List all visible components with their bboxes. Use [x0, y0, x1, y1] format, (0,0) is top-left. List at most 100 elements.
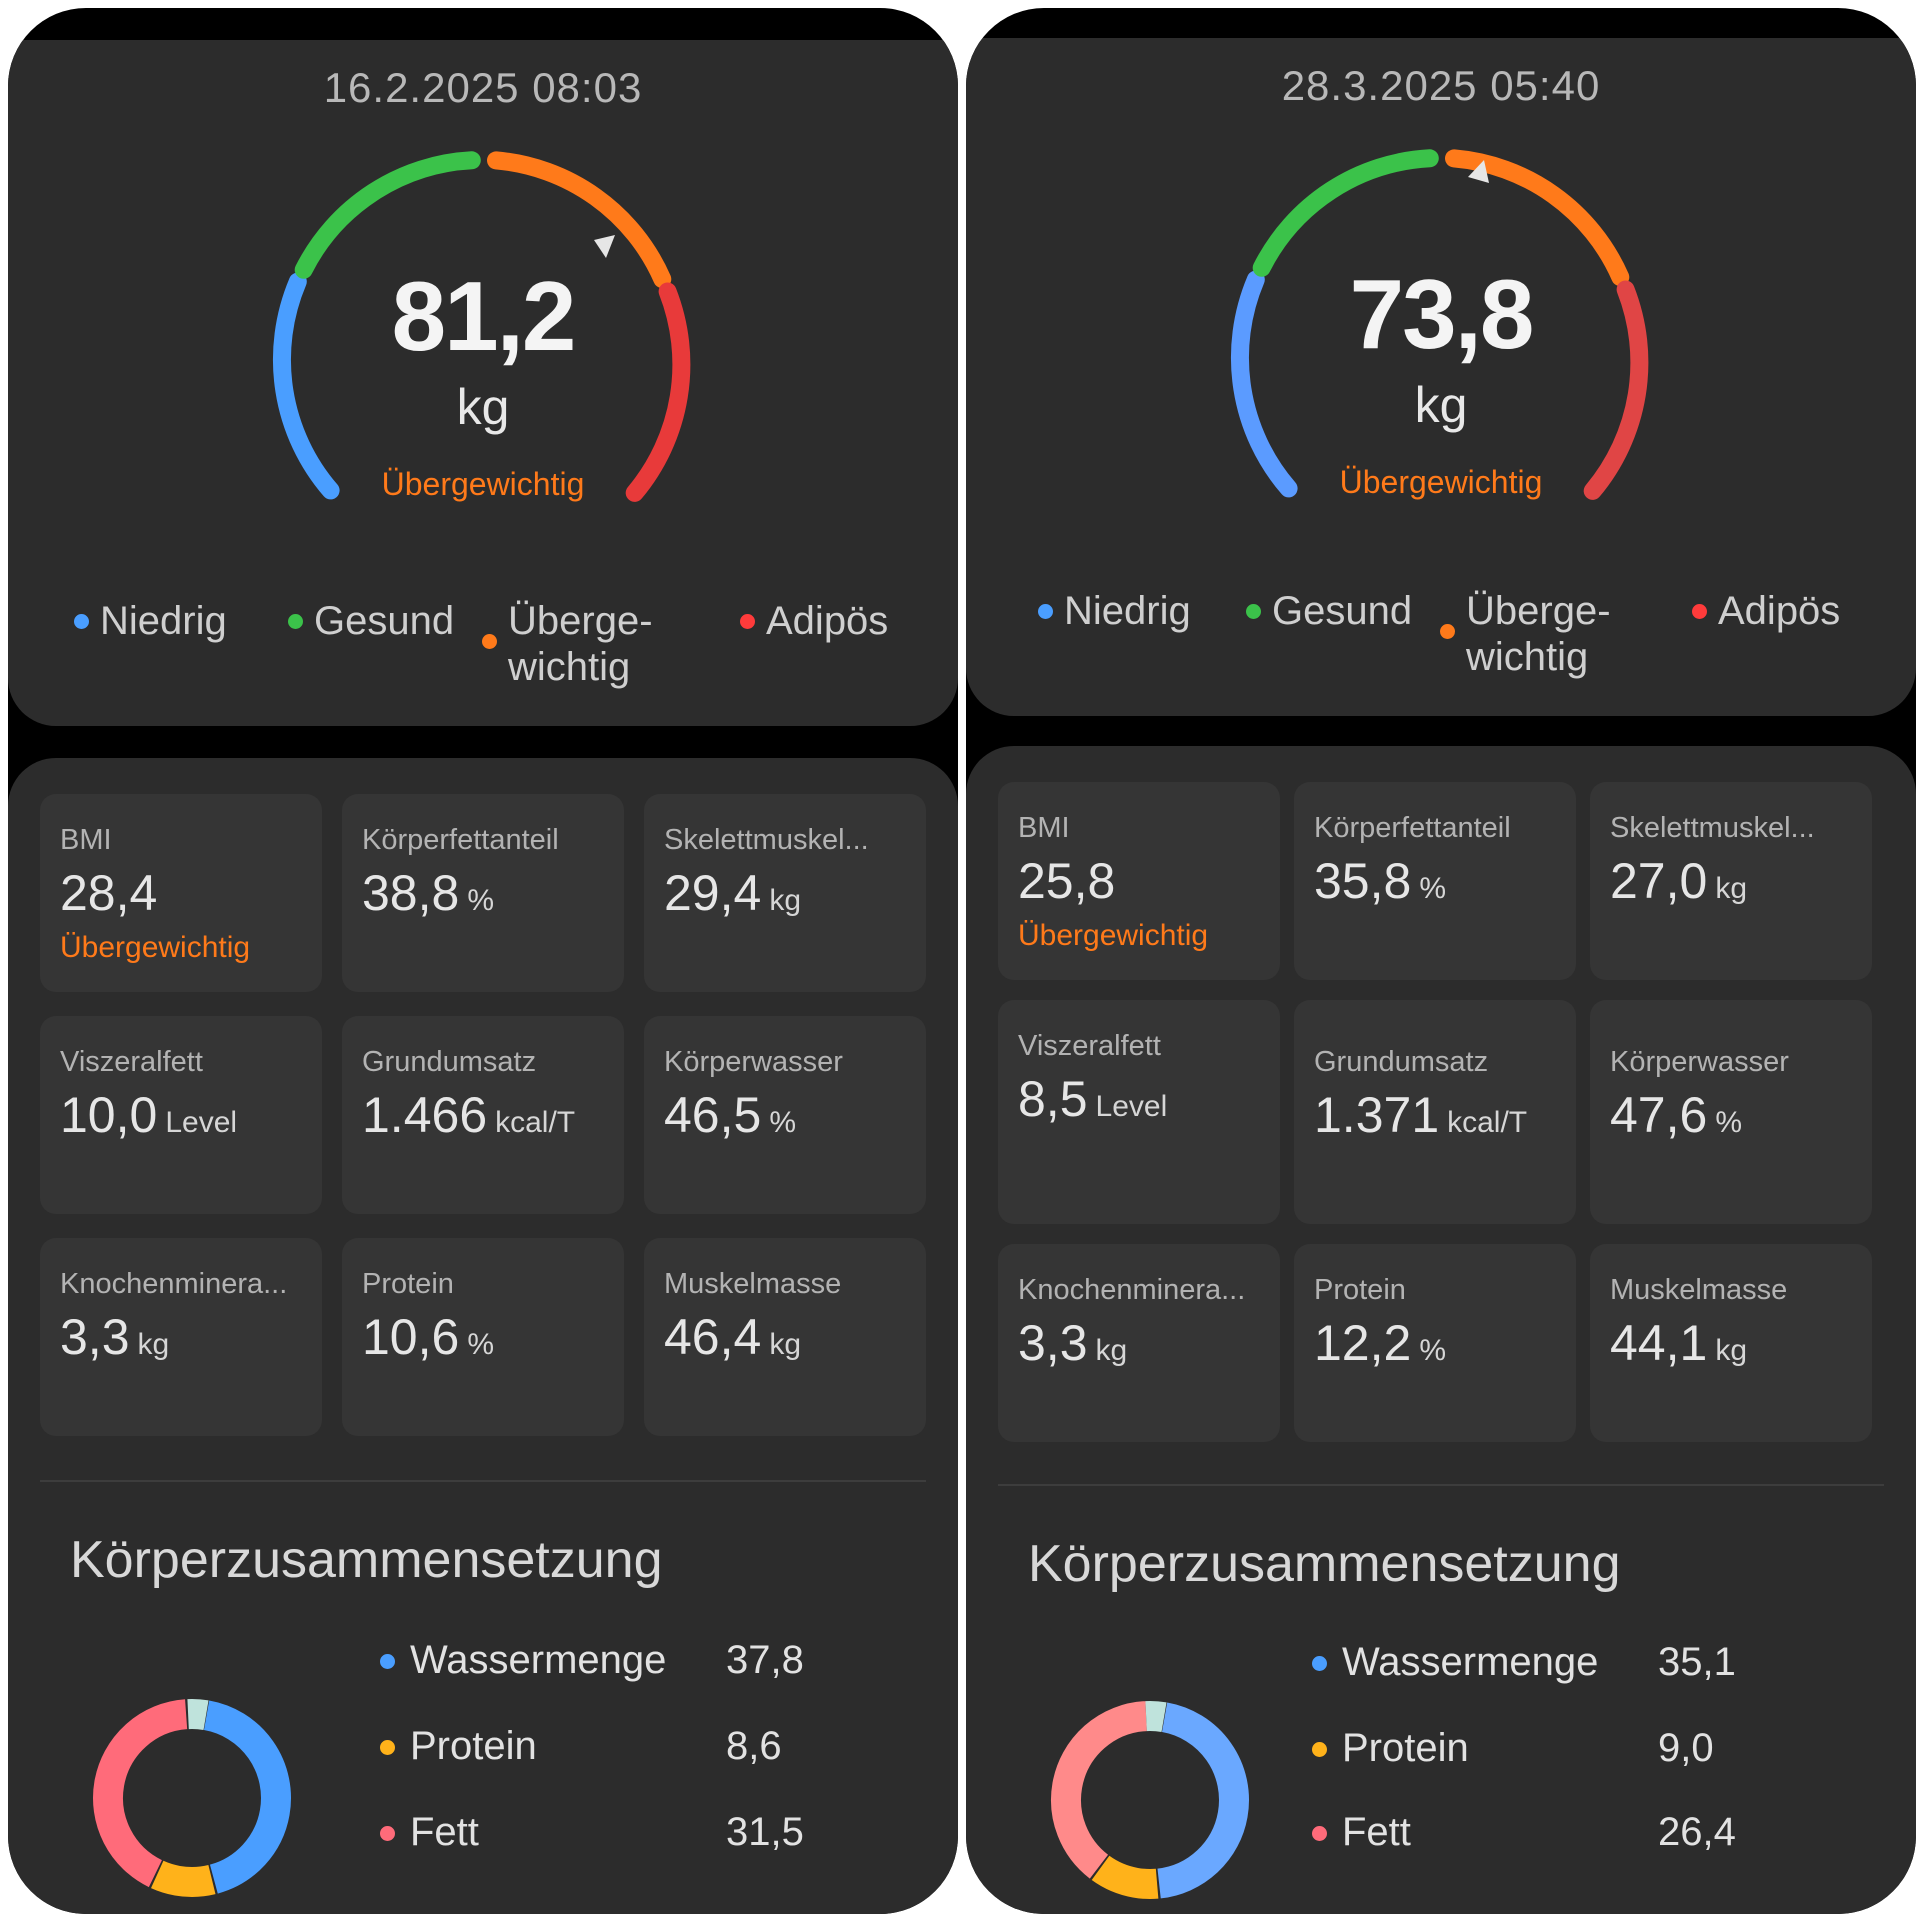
composition-row-water[interactable]: Wassermenge 35,1 — [1312, 1640, 1752, 1690]
gauge-segment-obese — [625, 282, 691, 502]
metric-value: 3,3 kg — [60, 1309, 170, 1365]
weight-value: 73,8 — [1349, 259, 1535, 369]
metric-value: 3,3 kg — [1018, 1315, 1128, 1371]
weight-unit: kg — [456, 379, 510, 435]
gauge-indicator — [1468, 160, 1489, 183]
divider — [998, 1484, 1884, 1486]
composition-dot-water — [380, 1654, 395, 1669]
metric-value: 25,8 — [1018, 853, 1116, 909]
composition-dot-fat — [380, 1826, 395, 1841]
composition-dot-fat — [1312, 1826, 1327, 1841]
metric-value: 1.371 kcal/T — [1314, 1087, 1528, 1143]
legend-dot-healthy — [288, 614, 303, 629]
legend-healthy: Gesund — [1246, 588, 1412, 634]
metric-tile-body-water[interactable]: Körperwasser 47,6% — [1590, 1000, 1872, 1224]
metric-tile-bmi[interactable]: BMI 28,4 Übergewichtig — [40, 794, 322, 992]
legend-overweight: Überge- wichtig — [1440, 588, 1611, 680]
metric-value: 27,0 kg — [1610, 853, 1748, 909]
metric-label: Körperwasser — [1610, 1046, 1789, 1078]
legend-dot-healthy — [1246, 604, 1261, 619]
legend-obese: Adipös — [1692, 588, 1840, 634]
metric-status: Übergewichtig — [1018, 919, 1209, 952]
metric-status: Übergewichtig — [60, 931, 251, 964]
metric-tile-body-water[interactable]: Körperwasser 46,5% — [644, 1016, 926, 1214]
metric-label: Grundumsatz — [362, 1046, 537, 1078]
metrics-card: BMI 28,4 Übergewichtig Körperfettanteil … — [8, 758, 958, 1914]
metric-tile-visceral-fat[interactable]: Viszeralfett 10,0 Level — [40, 1016, 322, 1214]
metric-tile-skeletal-muscle[interactable]: Skelettmuskel... 27,0 kg — [1590, 782, 1872, 980]
weight-gauge — [272, 151, 691, 502]
legend-dot-obese — [1692, 604, 1707, 619]
metric-tile-bmi[interactable]: BMI 25,8 Übergewichtig — [998, 782, 1280, 980]
legend-dot-overweight — [482, 634, 497, 649]
gauge-segment-healthy — [294, 151, 481, 279]
metrics-card: BMI 25,8 Übergewichtig Körperfettanteil … — [966, 746, 1916, 1914]
donut-segment-minerals — [1051, 1701, 1249, 1899]
metric-tile-visceral-fat[interactable]: Viszeralfett 8,5 Level — [998, 1000, 1280, 1224]
metric-tile-body-fat[interactable]: Körperfettanteil 35,8% — [1294, 782, 1576, 980]
metric-label: Muskelmasse — [664, 1268, 842, 1300]
metric-label: Skelettmuskel... — [664, 824, 869, 856]
metric-value: 12,2% — [1314, 1315, 1447, 1371]
weight-status: Übergewichtig — [1339, 464, 1543, 500]
metric-tile-body-fat[interactable]: Körperfettanteil 38,8% — [342, 794, 624, 992]
measurement-date: 28.3.2025 05:40 — [1281, 62, 1601, 109]
composition-row-fat[interactable]: Fett 31,5 — [380, 1810, 820, 1860]
composition-row-water[interactable]: Wassermenge 37,8 — [380, 1638, 820, 1688]
metric-value: 29,4 kg — [664, 865, 802, 921]
composition-donut-chart — [93, 1699, 291, 1897]
gauge-segment-low — [272, 272, 340, 500]
metric-label: Körperwasser — [664, 1046, 843, 1078]
metric-tile-skeletal-muscle[interactable]: Skelettmuskel... 29,4 kg — [644, 794, 926, 992]
legend-low: Niedrig — [74, 598, 227, 644]
composition-row-fat[interactable]: Fett 26,4 — [1312, 1810, 1752, 1860]
metric-value: 35,8% — [1314, 853, 1447, 909]
weight-value: 81,2 — [391, 261, 577, 371]
metric-value: 28,4 — [60, 865, 158, 921]
metric-tile-bone-mineral[interactable]: Knochenminera... 3,3 kg — [40, 1238, 322, 1436]
metric-tile-protein[interactable]: Protein 10,6% — [342, 1238, 624, 1436]
legend-obese: Adipös — [740, 598, 888, 644]
legend-dot-obese — [740, 614, 755, 629]
divider — [40, 1480, 926, 1482]
metric-tile-bone-mineral[interactable]: Knochenminera... 3,3 kg — [998, 1244, 1280, 1442]
metric-value: 38,8% — [362, 865, 495, 921]
gauge-segment-overweight — [487, 151, 672, 289]
metric-label: BMI — [1018, 812, 1070, 844]
metric-label: Knochenminera... — [1018, 1274, 1246, 1306]
metric-tile-protein[interactable]: Protein 12,2% — [1294, 1244, 1576, 1442]
metric-label: Grundumsatz — [1314, 1046, 1489, 1078]
weight-card[interactable]: 28.3.2025 05:40 73,8 kg Übergewichtig Ni… — [966, 38, 1916, 716]
composition-dot-water — [1312, 1656, 1327, 1671]
metric-tile-muscle-mass[interactable]: Muskelmasse 44,1 kg — [1590, 1244, 1872, 1442]
donut-segment-protein — [1051, 1701, 1249, 1899]
donut-segment-fat — [1051, 1701, 1249, 1899]
metric-label: BMI — [60, 824, 112, 856]
gauge-segment-healthy — [1252, 149, 1439, 277]
composition-dot-protein — [1312, 1742, 1327, 1757]
metric-tile-muscle-mass[interactable]: Muskelmasse 46,4 kg — [644, 1238, 926, 1436]
metric-tile-bmr[interactable]: Grundumsatz 1.371 kcal/T — [1294, 1000, 1576, 1224]
donut-segment-fat — [93, 1699, 291, 1897]
metric-label: Körperfettanteil — [362, 824, 559, 856]
weight-card[interactable]: 16.2.2025 08:03 81,2 kg Übergewichtig Ni… — [8, 40, 958, 726]
legend-overweight: Überge- wichtig — [482, 598, 653, 690]
metric-tile-bmr[interactable]: Grundumsatz 1.466 kcal/T — [342, 1016, 624, 1214]
metric-value: 10,0 Level — [60, 1087, 238, 1143]
composition-row-protein[interactable]: Protein 9,0 — [1312, 1726, 1752, 1776]
composition-title: Körperzusammensetzung — [70, 1531, 663, 1589]
legend-low: Niedrig — [1038, 588, 1191, 634]
composition-row-protein[interactable]: Protein 8,6 — [380, 1724, 820, 1774]
gauge-segment-obese — [1583, 280, 1649, 500]
metric-label: Körperfettanteil — [1314, 812, 1511, 844]
weight-status: Übergewichtig — [381, 466, 585, 502]
weight-unit: kg — [1414, 377, 1468, 433]
donut-segment-minerals — [93, 1699, 291, 1897]
metric-label: Protein — [362, 1268, 454, 1300]
metric-value: 44,1 kg — [1610, 1315, 1748, 1371]
donut-segment-protein — [93, 1699, 291, 1897]
measurement-date: 16.2.2025 08:03 — [323, 64, 643, 111]
composition-dot-protein — [380, 1740, 395, 1755]
metric-value: 46,5% — [664, 1087, 797, 1143]
metric-value: 46,4 kg — [664, 1309, 802, 1365]
